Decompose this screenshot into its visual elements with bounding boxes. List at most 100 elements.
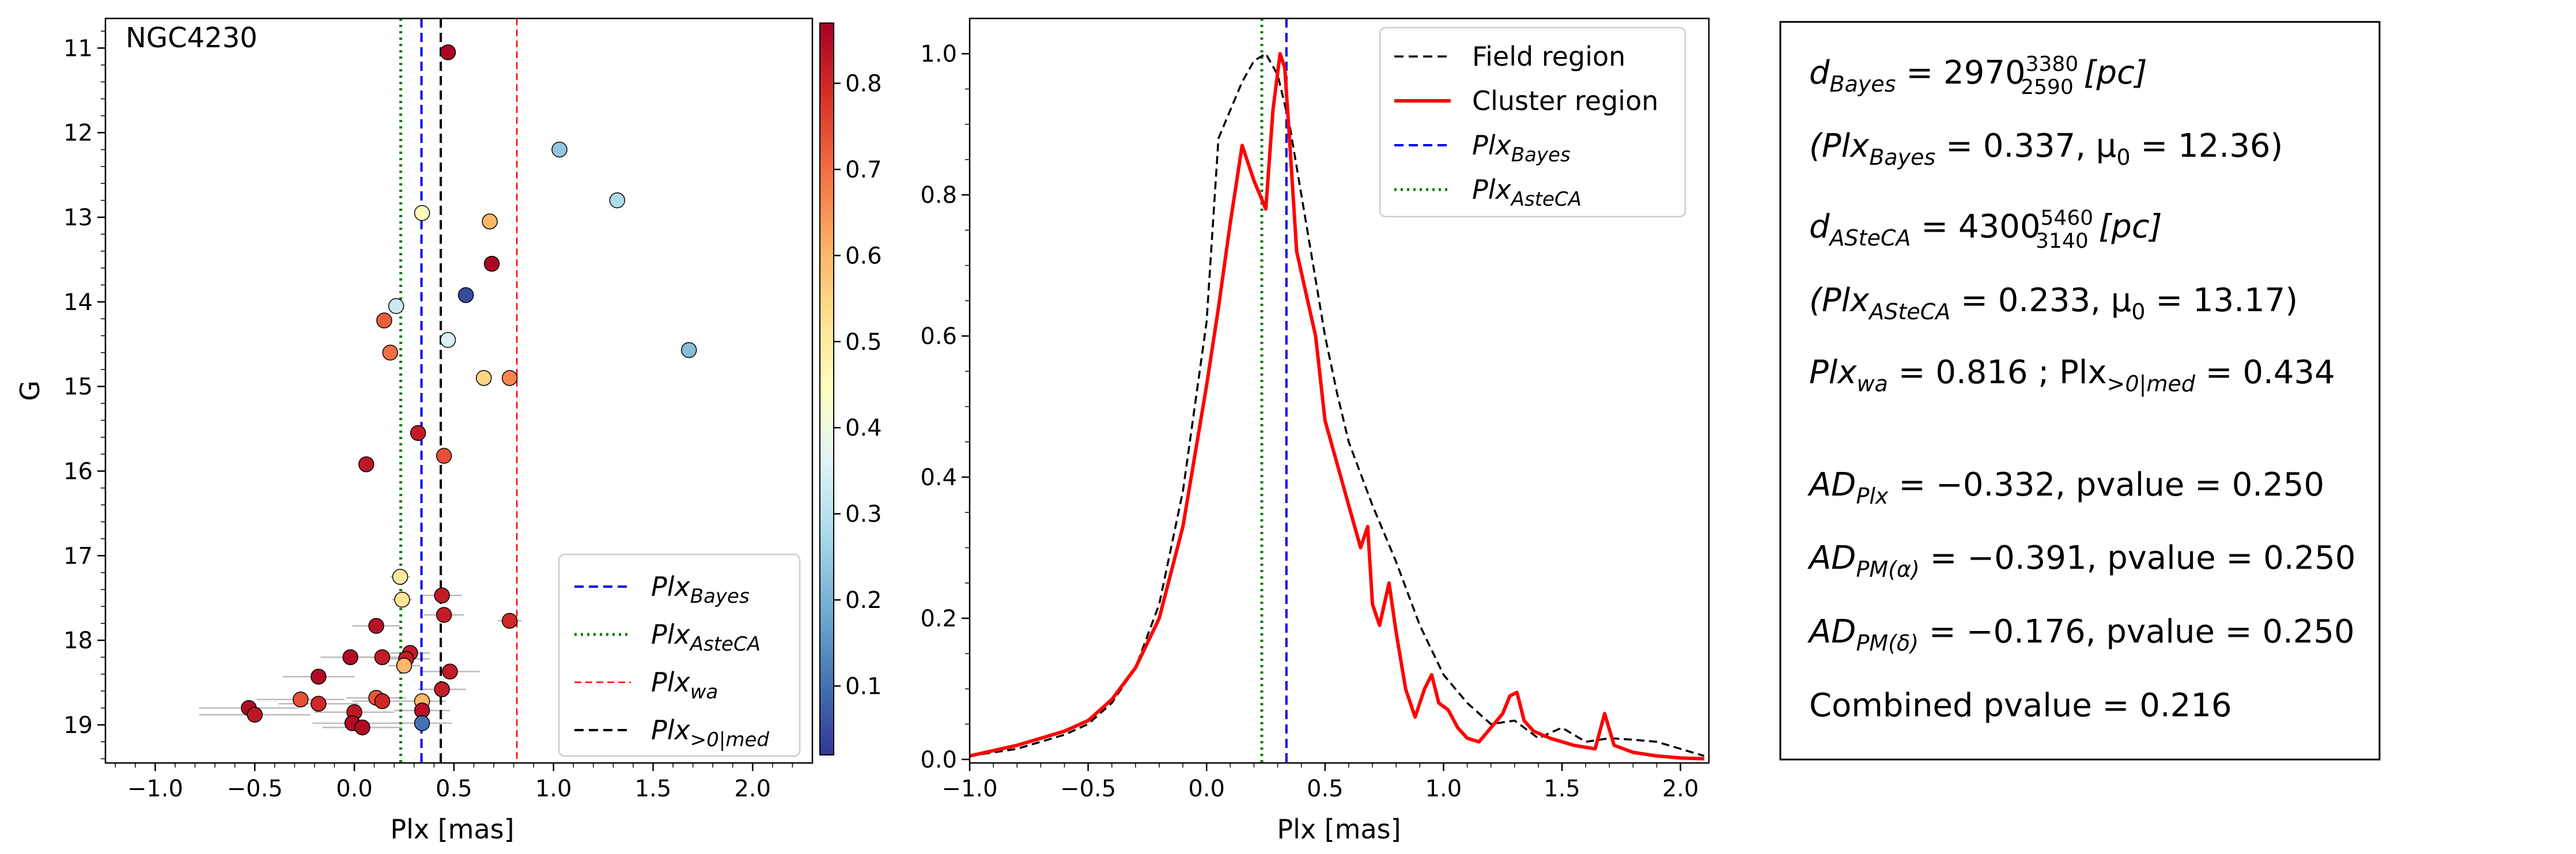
x-tick-label: 1.5 [1544,776,1580,802]
star-point [482,213,498,230]
legend-label: PlxBayes [1472,130,1571,167]
star-point [342,649,358,666]
star-point [394,591,410,608]
colorbar-tick-label: 0.7 [845,157,882,183]
cmd-panel: −1.0 −0.5 0.0 0.5 1.0 1.5 2.0 11 12 13 14 15 16 17 18 1… [14,17,814,845]
star-point [292,691,309,708]
y-tick-label: 14 [63,289,93,316]
right-plot-frame [969,17,1710,764]
star-point [457,287,474,303]
x-tick-label: −1.0 [127,776,183,802]
right-axes: −1.0 −0.5 0.0 0.5 1.0 1.5 2.0 0.0 0.2 0.4 0.6 0.8 1.… [920,41,1699,802]
y-tick-label: 19 [63,712,93,739]
left-legend: PlxBayes PlxAsteCA Plxwa Plx>0|med [558,553,801,757]
x-tick-label: 0.0 [336,776,373,802]
star-point [410,425,426,441]
star-point [388,298,404,314]
y-tick-label: 0.6 [920,323,957,350]
y-tick-label: 1.0 [920,41,957,67]
star-point [442,663,458,680]
x-tick-label: 2.0 [734,776,771,802]
x-tick-label: 0.5 [1307,776,1344,802]
x-tick-label: 1.0 [1425,776,1462,802]
x-tick-label: 1.5 [635,776,672,802]
star-point [354,719,370,736]
star-point [396,657,413,674]
y-tick-label: 13 [63,205,93,231]
y-tick-label: 0.2 [920,606,957,632]
y-tick-label: 0.8 [920,182,957,209]
x-tick-label: −1.0 [941,776,997,802]
kde-panel: −1.0 −0.5 0.0 0.5 1.0 1.5 2.0 0.0 0.2 0.4 0.6 0.8 1.… [920,17,1710,845]
star-point [392,569,408,585]
star-point [475,370,492,386]
left-axes: −1.0 −0.5 0.0 0.5 1.0 1.5 2.0 11 12 13 14 15 16 17 18 1… [63,31,793,802]
stat-d-bayes: dBayes = 29703380 2590 [pc] [1809,52,2147,99]
right-legend-box [1379,27,1686,218]
star-point [434,587,450,604]
star-point [551,141,568,158]
x-tick-label: 2.0 [1662,776,1699,802]
y-tick-label: 15 [63,374,93,400]
legend-label: PlxAsteCA [1472,174,1582,211]
stat-d-asteca: dASteCA = 43005460 3140 [pc] [1809,206,2162,253]
star-point [434,681,450,698]
x-tick-label: −0.5 [1060,776,1116,802]
colorbar-tick-label: 0.5 [845,329,882,356]
x-tick-label: −0.5 [227,776,283,802]
colorbar-tick-label: 0.6 [845,243,882,269]
star-point [358,456,375,473]
x-tick-label: 1.0 [535,776,572,802]
star-point [440,332,456,348]
legend-label: Plx>0|med [651,715,769,751]
star-point [483,256,500,272]
star-point [376,312,392,328]
star-point [311,696,327,712]
series-field-region [970,52,1705,757]
y-tick-label: 18 [63,628,93,654]
right-legend: Field region Cluster region PlxBayes PlxAst… [1379,27,1686,218]
star-point [368,618,384,634]
legend-label: PlxBayes [651,571,750,608]
star-point [247,706,263,723]
kde-curves [970,52,1705,761]
stat-plx-bayes: (PlxBayes = 0.337, μ0 = 12.36) [1809,127,2283,170]
legend-label: PlxAsteCA [651,619,761,656]
y-tick-label: 0.4 [920,464,957,491]
plx-reference-lines [399,18,518,763]
y-tick-label: 11 [63,35,93,62]
stat-plx-wa-med: Plxwa = 0.816 ; Plx>0|med = 0.434 [1809,354,2335,397]
star-point [382,345,399,361]
star-points [241,44,697,736]
x-tick-label: 0.5 [436,776,472,802]
stat-ad-pm-delta: ADPM(δ) = −0.176, pvalue = 0.250 [1807,613,2355,656]
star-point [436,607,452,623]
x-tick-label: 0.0 [1188,776,1225,802]
star-point [374,649,391,666]
colorbar-tick-label: 0.8 [845,71,882,97]
star-point [374,693,391,709]
colorbar-tick-label: 0.2 [845,587,882,614]
star-point [440,44,456,61]
y-tick-label: 17 [63,543,93,569]
star-point [311,668,327,685]
stats-frame [1779,21,2381,761]
legend-label: Cluster region [1472,85,1658,116]
star-point [414,205,430,221]
legend-label: Plxwa [651,667,718,704]
stats-box: dBayes = 29703380 2590 [pc] (PlxBayes = 0… [1779,21,2381,761]
legend-label: Field region [1472,41,1625,72]
colorbar-tick-label: 0.1 [845,673,882,700]
cluster-name: NGC4230 [126,22,258,54]
y-tick-label: 16 [63,458,93,485]
series-cluster-region [970,52,1704,761]
left-plot-frame [104,17,814,764]
stat-ad-pm-alpha: ADPM(α) = −0.391, pvalue = 0.250 [1807,539,2356,582]
y-tick-label: 0.0 [920,747,957,773]
right-plx-reference-lines [1260,18,1288,763]
stat-plx-asteca: (PlxASteCA = 0.233, μ0 = 13.17) [1809,282,2298,324]
right-x-axis-title: Plx [mas] [1277,814,1401,845]
star-point [609,192,626,209]
colorbar-gradient [819,22,834,755]
